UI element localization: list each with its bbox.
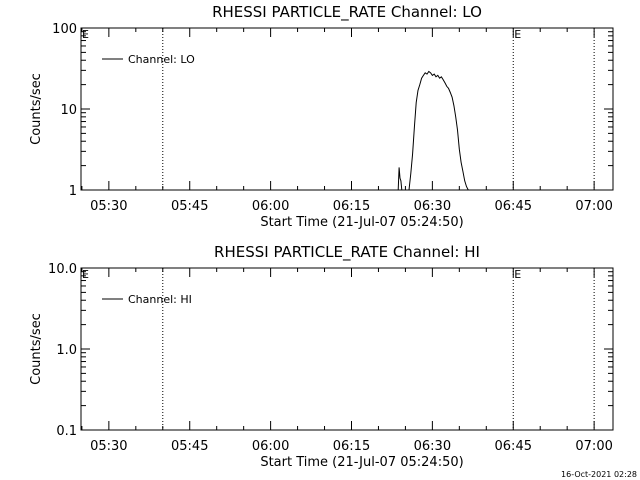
x-tick-label: 06:30 <box>414 199 451 214</box>
legend: Channel: HI <box>102 293 192 306</box>
y-tick-label: 1.0 <box>56 343 77 358</box>
x-tick-label: 05:45 <box>171 199 208 214</box>
y-tick-label: 0.1 <box>56 424 77 439</box>
y-axis: 1 10 100 <box>52 22 613 199</box>
x-tick-label: 07:00 <box>575 439 612 454</box>
x-tick-label: 05:30 <box>90 439 127 454</box>
y-tick-label: 1 <box>69 184 77 199</box>
x-tick-label: 07:00 <box>575 199 612 214</box>
x-tick-label: 06:00 <box>252 439 289 454</box>
legend-label: Channel: HI <box>128 293 192 306</box>
legend-label: Channel: LO <box>128 53 195 66</box>
x-tick-label: 06:30 <box>414 439 451 454</box>
x-tick-label: 05:45 <box>171 439 208 454</box>
x-tick-label: 06:45 <box>495 439 532 454</box>
event-marker-label: E <box>82 268 89 281</box>
y-tick-label: 10 <box>60 103 77 118</box>
x-tick-label: 06:00 <box>252 199 289 214</box>
legend: Channel: LO <box>102 53 195 66</box>
x-tick-label: 06:15 <box>333 199 370 214</box>
x-tick-label: 05:30 <box>90 199 127 214</box>
x-axis-label: Start Time (21-Jul-07 05:24:50) <box>260 215 463 230</box>
x-axis: 05:30 05:45 06:00 06:15 06:30 06:45 07:00 <box>81 268 613 454</box>
event-marker-label: E <box>514 268 521 281</box>
chart-title: RHESSI PARTICLE_RATE Channel: LO <box>212 3 482 22</box>
y-axis-label: Counts/sec <box>29 313 44 385</box>
series-line-segment <box>408 70 469 191</box>
y-axis-label: Counts/sec <box>29 73 44 145</box>
series-line-segment <box>397 167 403 191</box>
event-marker-label: E <box>514 28 521 41</box>
y-tick-label: 100 <box>52 22 77 37</box>
chart-title: RHESSI PARTICLE_RATE Channel: HI <box>214 243 480 262</box>
x-tick-label: 06:45 <box>495 199 532 214</box>
x-axis: 05:30 05:45 06:00 06:15 06:30 06:45 07:00 <box>81 28 613 214</box>
y-axis: 0.1 1.0 10.0 <box>48 262 613 439</box>
event-marker-label: E <box>82 28 89 41</box>
x-tick-label: 06:15 <box>333 439 370 454</box>
y-tick-label: 10.0 <box>48 262 77 277</box>
footer-timestamp: 16-Oct-2021 02:28 <box>561 470 637 479</box>
x-axis-label: Start Time (21-Jul-07 05:24:50) <box>260 455 463 470</box>
